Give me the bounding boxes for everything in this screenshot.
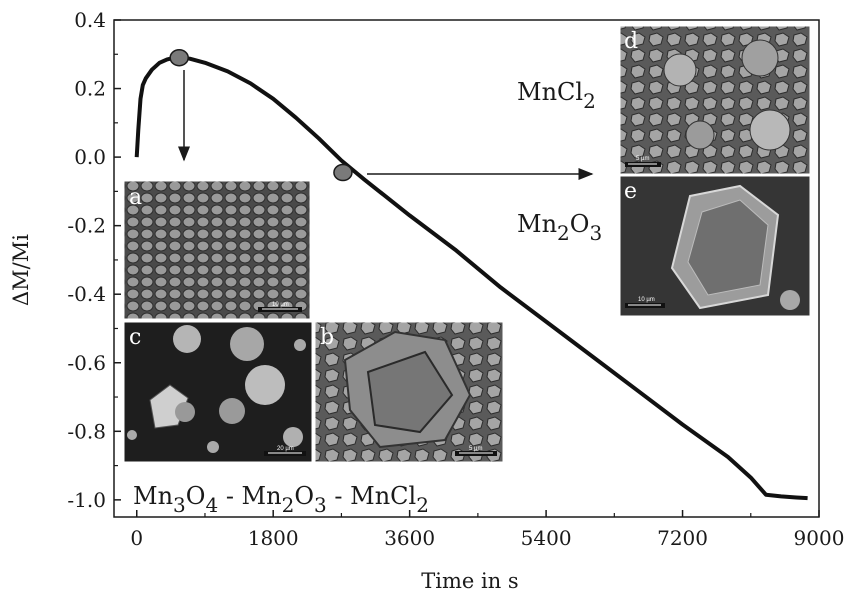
y-tick-label: 0.4	[74, 8, 106, 32]
y-tick-label: -0.2	[67, 214, 106, 238]
y-tick-label: 0.0	[74, 145, 106, 169]
y-tick-label: 0.2	[74, 77, 106, 101]
inset-e: e 10 µm	[619, 175, 811, 317]
label-mncl2: MnCl2	[517, 78, 596, 113]
inset-c: c 20 µm	[123, 321, 313, 463]
formula-part-3: 4	[205, 493, 218, 517]
x-tick-label: 1800	[248, 526, 299, 550]
label-mn2o3-part-3: 3	[589, 221, 602, 245]
formula-part-6: O	[294, 482, 314, 510]
y-tick-label: -1.0	[67, 488, 106, 512]
marker-point	[333, 163, 353, 182]
y-axis-label: ΔM/Mi	[9, 234, 33, 306]
x-tick-label: 3600	[384, 526, 435, 550]
label-mn2o3: Mn2O3	[517, 210, 602, 245]
marker-point	[169, 48, 189, 67]
plot-frame	[113, 19, 820, 518]
y-tick-label: -0.6	[67, 351, 106, 375]
formula-part-8: - MnCl	[327, 482, 416, 510]
label-mncl2-sub: 2	[583, 89, 596, 113]
inset-a-scale: 10 µm	[272, 302, 289, 308]
label-mn2o3-part-2: O	[570, 210, 590, 238]
formula-part-5: 2	[282, 493, 295, 517]
formula-part-7: 3	[314, 493, 327, 517]
y-tick-label: -0.4	[67, 282, 106, 306]
series-line	[134, 55, 808, 501]
inset-b: b 5 µm	[314, 321, 504, 463]
x-axis-ticks: 0 1800 3600 5400 7200 9000	[130, 510, 844, 550]
inset-e-letter: e	[624, 179, 637, 204]
x-tick-label: 0	[130, 526, 143, 550]
x-tick-label: 9000	[794, 526, 845, 550]
inset-a: a 10 µm	[123, 180, 311, 320]
inset-c-letter: c	[129, 325, 141, 350]
x-axis-label: Time in s	[421, 569, 518, 593]
formula-part-4: - Mn	[218, 482, 281, 510]
inset-d: d 5 µm	[619, 25, 811, 175]
formula-part-9: 2	[416, 493, 429, 517]
x-tick-label: 7200	[657, 526, 708, 550]
formula-part-1: 3	[173, 493, 186, 517]
x-tick-label: 5400	[521, 526, 572, 550]
y-axis-ticks: 0.4 0.2 0.0 -0.2 -0.4 -0.6 -0.8 -1.0	[67, 8, 121, 512]
inset-d-scale: 5 µm	[636, 156, 649, 162]
label-mn2o3-part-1: 2	[557, 221, 570, 245]
inset-a-letter: a	[129, 185, 142, 210]
markers	[169, 48, 353, 182]
inset-e-scale: 10 µm	[638, 297, 655, 303]
inset-c-scale: 20 µm	[277, 446, 294, 452]
y-tick-label: -0.8	[67, 419, 106, 443]
inset-b-scale: 5 µm	[469, 446, 482, 452]
formula-part-0: Mn	[133, 482, 173, 510]
label-mn2o3-part-0: Mn	[517, 210, 557, 238]
label-mncl2-base: MnCl	[517, 78, 583, 106]
formula-part-2: O	[186, 482, 206, 510]
bottom-formula: Mn3O4 - Mn2O3 - MnCl2	[133, 482, 429, 517]
inset-d-letter: d	[624, 29, 638, 54]
inset-b-letter: b	[320, 325, 334, 350]
